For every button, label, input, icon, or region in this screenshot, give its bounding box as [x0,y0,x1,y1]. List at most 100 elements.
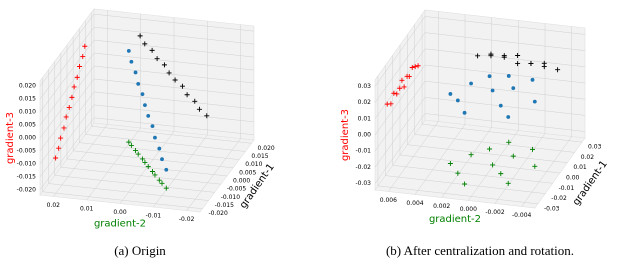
point [532,99,537,104]
tick-label: 0.01 [358,115,372,122]
point [409,65,415,71]
point [541,60,547,66]
point [401,84,407,90]
tick-label: -0.02 [551,195,567,202]
point [406,73,412,79]
tick-label: 0.000 [460,206,477,213]
grid-line [42,77,203,209]
grid-line [39,104,255,178]
point [154,56,160,62]
point [179,83,185,89]
point [498,171,504,177]
caption: (b) After centralization and rotation. [386,243,574,258]
tick-label: 0.02 [581,154,595,161]
tick-label: 0.01 [573,164,587,171]
point [505,180,511,186]
point [528,60,534,66]
point [196,106,202,112]
point [143,103,147,108]
point [391,90,397,96]
point [63,114,69,120]
point [135,151,141,157]
tick-label: -0.010 [17,160,37,167]
point [146,113,151,118]
grid-line [521,26,572,207]
point [153,135,157,140]
grid-line [374,113,586,184]
axis-label: gradient-3 [340,109,351,161]
point [469,81,473,86]
point [53,155,59,161]
grid-line [421,14,583,143]
grid-line [66,45,228,177]
tick-label: -0.005 [17,147,37,154]
grid-line [39,52,255,126]
point [555,67,561,73]
point [140,92,145,97]
tick-label: -0.02 [355,164,371,171]
grid-line [39,39,255,113]
grid-line [399,45,561,174]
point [490,162,496,168]
point [455,98,460,103]
tick-label: 0.020 [19,83,36,90]
grid-line [186,24,241,211]
grid-line [119,17,175,204]
tick-label: 0.03 [358,83,372,90]
grid-line [39,117,255,190]
grid-line [374,32,586,103]
point [142,41,148,47]
point [487,146,493,152]
tick-label: -0.03 [355,180,371,187]
point [394,91,400,97]
point [164,167,169,172]
grid-line [60,53,221,185]
point [490,88,495,93]
point [388,101,394,107]
point [145,164,151,170]
grid-line [374,97,586,168]
grid-line [91,12,252,144]
tick-label: -0.005 [227,186,247,193]
tick-label: 0.000 [19,135,36,142]
point [412,64,418,70]
point [139,156,145,162]
point [150,124,155,129]
point [136,81,141,86]
point [61,125,67,131]
tick-label: -0.010 [221,194,241,201]
tick-label: -0.02 [179,216,195,223]
grid-line [468,20,519,201]
grid-line [39,65,255,139]
grid-line [54,61,215,193]
point [66,104,72,110]
tick-label: 0.015 [19,96,36,103]
tick-label: -0.002 [485,209,505,216]
point [515,61,521,67]
point [156,177,162,183]
tick-label: 0.00 [113,209,127,216]
point [166,70,172,76]
point [204,113,210,119]
point [506,74,511,78]
tick-label: 0.00 [358,132,372,139]
tick-label: 0.010 [245,161,262,168]
tick-label: 0.005 [19,122,36,129]
grid-line [374,80,586,152]
grid-line [385,65,546,194]
tick-label: 0.01 [80,205,94,212]
point [415,63,421,69]
point [475,53,481,59]
grid-line [39,26,255,100]
grid-line [377,75,538,205]
grid-line [414,24,575,153]
tick-label: -0.015 [215,202,235,209]
grid-line [407,34,568,163]
point [498,103,503,108]
tick-label: 0.02 [47,202,61,209]
point [74,74,80,80]
grid-line [153,21,208,208]
tick-label: -0.01 [146,213,162,220]
point [468,152,474,158]
point [152,172,158,178]
